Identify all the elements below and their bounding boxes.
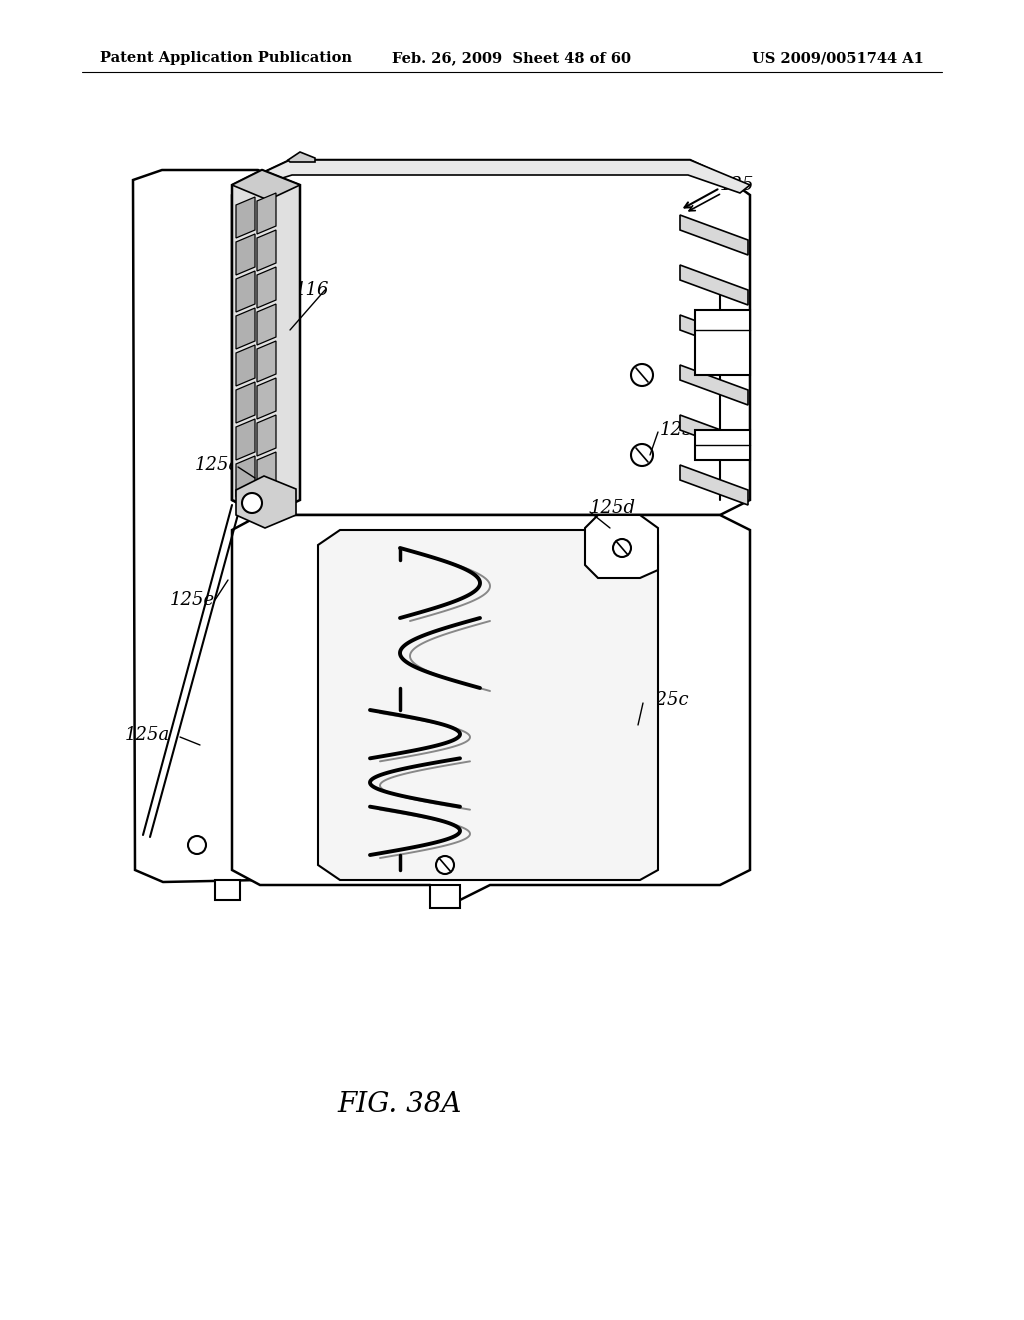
Text: 125: 125 bbox=[720, 176, 755, 194]
Circle shape bbox=[631, 364, 653, 385]
Polygon shape bbox=[232, 515, 750, 900]
Polygon shape bbox=[236, 418, 255, 459]
Polygon shape bbox=[257, 193, 276, 234]
Polygon shape bbox=[257, 230, 276, 271]
Polygon shape bbox=[288, 152, 315, 162]
Polygon shape bbox=[236, 477, 296, 528]
Polygon shape bbox=[236, 345, 255, 385]
Text: Patent Application Publication: Patent Application Publication bbox=[100, 51, 352, 65]
Polygon shape bbox=[133, 170, 288, 882]
Text: 125d: 125d bbox=[590, 499, 636, 517]
Polygon shape bbox=[695, 430, 750, 459]
Polygon shape bbox=[257, 267, 276, 308]
Polygon shape bbox=[236, 271, 255, 312]
Text: 125c: 125c bbox=[645, 690, 689, 709]
Polygon shape bbox=[695, 310, 750, 375]
Polygon shape bbox=[258, 160, 750, 193]
Polygon shape bbox=[257, 378, 276, 418]
Polygon shape bbox=[680, 465, 748, 506]
Circle shape bbox=[613, 539, 631, 557]
Text: 125e: 125e bbox=[170, 591, 215, 609]
Polygon shape bbox=[430, 884, 460, 908]
Text: Feb. 26, 2009  Sheet 48 of 60: Feb. 26, 2009 Sheet 48 of 60 bbox=[392, 51, 632, 65]
Circle shape bbox=[631, 444, 653, 466]
Polygon shape bbox=[318, 531, 658, 880]
Circle shape bbox=[436, 855, 454, 874]
Text: 125a: 125a bbox=[195, 455, 241, 474]
Polygon shape bbox=[680, 315, 748, 355]
Polygon shape bbox=[236, 234, 255, 275]
Text: FIG. 38A: FIG. 38A bbox=[338, 1092, 462, 1118]
Polygon shape bbox=[236, 308, 255, 348]
Polygon shape bbox=[236, 197, 255, 238]
Text: 116: 116 bbox=[295, 281, 330, 300]
Polygon shape bbox=[236, 455, 255, 498]
Polygon shape bbox=[257, 451, 276, 492]
Polygon shape bbox=[680, 366, 748, 405]
Text: 125a: 125a bbox=[125, 726, 170, 744]
Polygon shape bbox=[215, 880, 240, 900]
Polygon shape bbox=[585, 515, 658, 578]
Circle shape bbox=[242, 492, 262, 513]
Text: US 2009/0051744 A1: US 2009/0051744 A1 bbox=[752, 51, 924, 65]
Polygon shape bbox=[680, 215, 748, 255]
Polygon shape bbox=[257, 341, 276, 381]
Polygon shape bbox=[680, 414, 748, 455]
Polygon shape bbox=[680, 265, 748, 305]
Polygon shape bbox=[232, 170, 300, 201]
Polygon shape bbox=[257, 304, 276, 345]
Polygon shape bbox=[232, 160, 750, 515]
Circle shape bbox=[188, 836, 206, 854]
Polygon shape bbox=[257, 414, 276, 455]
Text: 125b: 125b bbox=[660, 421, 706, 440]
Polygon shape bbox=[236, 381, 255, 422]
Polygon shape bbox=[232, 170, 300, 515]
